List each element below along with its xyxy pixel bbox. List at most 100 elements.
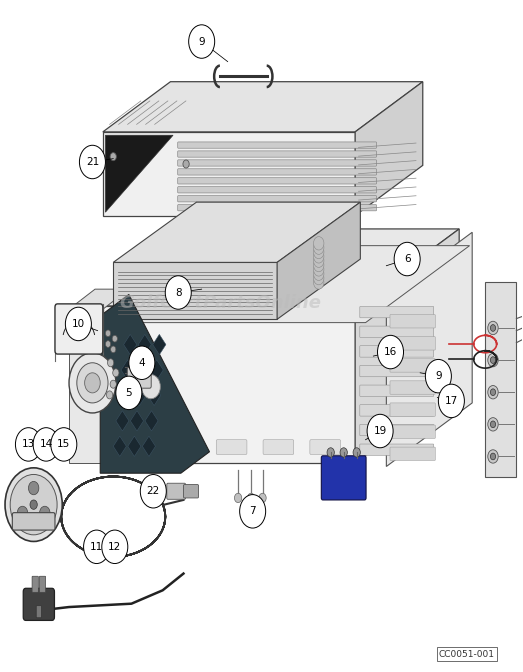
Circle shape: [113, 369, 119, 377]
FancyBboxPatch shape: [184, 485, 199, 498]
Text: 7: 7: [249, 506, 256, 516]
FancyBboxPatch shape: [390, 337, 435, 350]
FancyBboxPatch shape: [390, 447, 435, 460]
FancyBboxPatch shape: [32, 577, 38, 592]
Circle shape: [313, 250, 324, 263]
FancyBboxPatch shape: [178, 142, 377, 149]
Polygon shape: [103, 132, 355, 216]
FancyBboxPatch shape: [13, 513, 55, 530]
Circle shape: [378, 335, 404, 369]
Polygon shape: [277, 202, 360, 319]
Circle shape: [488, 417, 498, 431]
Circle shape: [116, 376, 142, 410]
Polygon shape: [142, 436, 155, 456]
Polygon shape: [128, 436, 141, 456]
Polygon shape: [145, 411, 158, 431]
FancyBboxPatch shape: [390, 359, 435, 372]
FancyBboxPatch shape: [390, 425, 435, 438]
Polygon shape: [485, 282, 516, 476]
Circle shape: [438, 384, 464, 417]
Circle shape: [65, 307, 92, 341]
FancyBboxPatch shape: [390, 403, 435, 417]
Polygon shape: [103, 229, 459, 306]
Circle shape: [28, 481, 39, 495]
Polygon shape: [133, 385, 146, 406]
FancyBboxPatch shape: [263, 439, 294, 454]
Circle shape: [327, 448, 334, 457]
Circle shape: [106, 330, 111, 337]
Circle shape: [488, 386, 498, 399]
Circle shape: [313, 241, 324, 255]
Circle shape: [84, 530, 110, 564]
FancyBboxPatch shape: [360, 424, 434, 435]
Circle shape: [77, 363, 108, 403]
FancyBboxPatch shape: [167, 483, 186, 499]
Circle shape: [491, 389, 496, 396]
Circle shape: [491, 421, 496, 427]
Polygon shape: [130, 411, 143, 431]
Circle shape: [313, 237, 324, 250]
Text: 9: 9: [435, 371, 442, 381]
FancyBboxPatch shape: [360, 306, 434, 318]
Polygon shape: [138, 335, 151, 355]
Polygon shape: [113, 202, 360, 262]
Text: 16: 16: [384, 347, 397, 357]
Text: 8: 8: [175, 288, 181, 298]
Circle shape: [234, 493, 242, 503]
Polygon shape: [106, 135, 173, 212]
FancyBboxPatch shape: [360, 444, 434, 456]
Circle shape: [491, 357, 496, 364]
Circle shape: [491, 325, 496, 331]
Circle shape: [110, 380, 116, 388]
Polygon shape: [386, 233, 472, 466]
Circle shape: [259, 493, 266, 503]
Polygon shape: [355, 82, 423, 216]
FancyBboxPatch shape: [178, 196, 377, 202]
Circle shape: [102, 530, 128, 564]
Polygon shape: [116, 411, 129, 431]
Circle shape: [165, 276, 191, 309]
FancyBboxPatch shape: [360, 366, 434, 377]
Circle shape: [140, 474, 166, 508]
Circle shape: [17, 506, 28, 519]
Circle shape: [340, 448, 347, 457]
Text: 12: 12: [108, 542, 121, 552]
Text: 14: 14: [40, 439, 53, 450]
FancyBboxPatch shape: [169, 439, 200, 454]
Text: 5: 5: [126, 388, 132, 398]
Circle shape: [85, 373, 100, 393]
Text: 15: 15: [57, 439, 71, 450]
Circle shape: [111, 346, 116, 353]
Polygon shape: [135, 360, 149, 380]
Circle shape: [313, 254, 324, 267]
FancyBboxPatch shape: [360, 346, 434, 357]
Circle shape: [367, 415, 393, 448]
Circle shape: [5, 468, 62, 542]
FancyBboxPatch shape: [310, 439, 340, 454]
Circle shape: [491, 453, 496, 460]
FancyBboxPatch shape: [178, 187, 377, 193]
FancyBboxPatch shape: [122, 439, 153, 454]
FancyBboxPatch shape: [360, 385, 434, 396]
FancyBboxPatch shape: [178, 160, 377, 166]
Text: 11: 11: [90, 542, 103, 552]
Circle shape: [107, 391, 113, 399]
Circle shape: [313, 263, 324, 276]
Text: 9: 9: [198, 36, 205, 46]
Circle shape: [394, 243, 420, 276]
FancyBboxPatch shape: [178, 177, 377, 184]
FancyBboxPatch shape: [390, 314, 435, 328]
Polygon shape: [100, 294, 210, 473]
Text: 21: 21: [86, 157, 99, 167]
Polygon shape: [113, 436, 127, 456]
Circle shape: [488, 321, 498, 335]
Text: GolfCartPartsOnline: GolfCartPartsOnline: [119, 294, 321, 312]
Polygon shape: [103, 306, 355, 463]
Circle shape: [425, 360, 451, 393]
Circle shape: [108, 359, 114, 367]
Polygon shape: [355, 229, 459, 463]
Circle shape: [183, 160, 189, 168]
Circle shape: [16, 427, 41, 461]
Text: 10: 10: [72, 319, 85, 329]
Circle shape: [240, 495, 266, 528]
